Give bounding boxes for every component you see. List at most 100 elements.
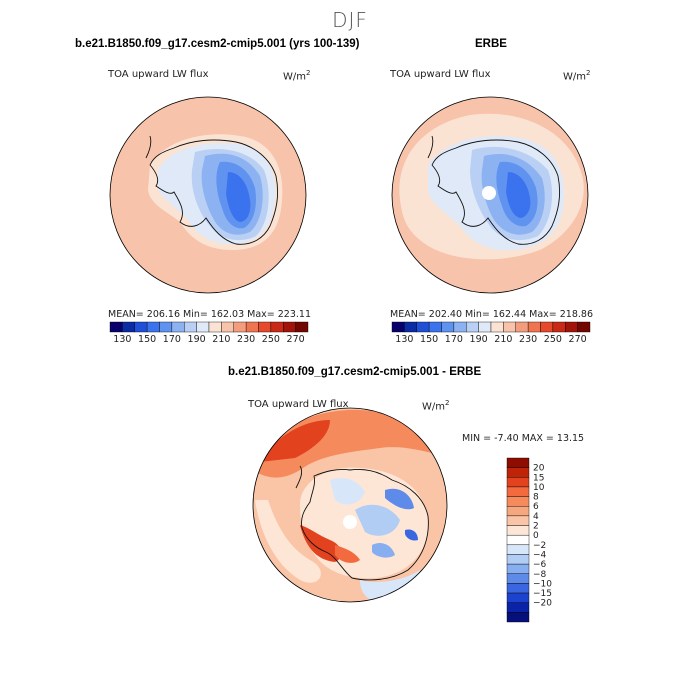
panel-1-title: b.e21.B1850.f09_g17.cesm2-cmip5.001 (yrs… [75, 38, 360, 50]
colorbar-tick-label: 150 [420, 334, 438, 345]
colorbar-swatch [171, 321, 185, 333]
colorbar-swatch [490, 321, 504, 333]
colorbar-swatch [506, 477, 530, 488]
colorbar-swatch [270, 321, 284, 333]
panel-2-stats: MEAN= 202.40 Min= 162.44 Max= 218.86 [390, 309, 594, 320]
colorbar-tick-label: 230 [519, 334, 537, 345]
colorbar-tick-label: 15 [533, 473, 544, 483]
colorbar-swatch [134, 321, 148, 333]
colorbar-tick-label: 170 [163, 334, 181, 345]
colorbar-tick-label: 4 [533, 512, 539, 522]
colorbar-tick-label: 270 [287, 334, 305, 345]
colorbar-tick-label: 150 [138, 334, 156, 345]
panel-1-units: W/m2 [283, 69, 311, 83]
colorbar-tick-label: 210 [494, 334, 512, 345]
colorbar-tick-label: 230 [237, 334, 255, 345]
colorbar-tick-label: 250 [262, 334, 280, 345]
colorbar-tick-label: −20 [533, 599, 552, 609]
colorbar-swatch [506, 496, 530, 507]
colorbar-tick-label: 10 [533, 483, 545, 493]
panel-3-title: b.e21.B1850.f09_g17.cesm2-cmip5.001 - ER… [228, 366, 482, 378]
panel-3-stats: MIN = -7.40 MAX = 13.15 [462, 433, 585, 444]
colorbar-swatch [258, 321, 272, 333]
colorbar-swatch [506, 592, 530, 603]
map-erbe [391, 96, 589, 294]
panel-2-variable: TOA upward LW flux [390, 69, 491, 80]
colorbar-swatch [506, 506, 530, 517]
colorbar-swatch [283, 321, 296, 333]
colorbar-tick-label: 2 [533, 522, 539, 532]
colorbar-tick-label: 250 [544, 334, 562, 345]
colorbar-swatch [245, 321, 259, 333]
colorbar-tick-label: −8 [533, 570, 547, 580]
colorbar-tick-label: 210 [212, 334, 230, 345]
colorbar-swatch [159, 321, 173, 333]
colorbar-swatch [506, 563, 530, 574]
colorbar-swatch [506, 612, 530, 623]
colorbar-tick-label: 130 [395, 334, 413, 345]
colorbar-swatch [552, 321, 566, 333]
colorbar-tick-label: 0 [533, 531, 539, 541]
colorbar-swatch [506, 554, 530, 565]
colorbar-swatch [466, 321, 479, 333]
map-difference [252, 407, 448, 603]
panel-1-variable: TOA upward LW flux [108, 69, 209, 80]
colorbar-tick-label: −10 [533, 579, 552, 589]
colorbar-swatch [506, 525, 530, 536]
colorbar-tick-label: 130 [113, 334, 131, 345]
colorbar-tick-label: −2 [533, 541, 546, 551]
colorbar-tick-label: 20 [533, 464, 545, 474]
colorbar-swatch [506, 583, 530, 594]
colorbar-swatch [109, 321, 123, 333]
colorbar-swatch [428, 321, 442, 333]
colorbar-swatch [506, 544, 530, 555]
colorbar-swatch [184, 321, 197, 333]
colorbar-tick-label: 190 [188, 334, 206, 345]
colorbar-swatch [441, 321, 455, 333]
colorbar-erbe: 130 150 170 190 210 230 250 270 [391, 321, 591, 345]
colorbar-swatch [506, 457, 530, 468]
colorbar-swatch [540, 321, 554, 333]
colorbar-swatch [503, 321, 516, 333]
colorbar-swatch [221, 321, 234, 333]
panel-3-variable: TOA upward LW flux [248, 399, 349, 410]
colorbar-swatch [453, 321, 467, 333]
colorbar-swatch [391, 321, 405, 333]
panel-1-stats: MEAN= 206.16 Min= 162.03 Max= 223.11 [108, 309, 312, 320]
panel-3-units: W/m2 [422, 399, 450, 413]
colorbar-swatch [416, 321, 430, 333]
colorbar-tick-label: 6 [533, 502, 539, 512]
colorbar-swatch [404, 321, 417, 333]
colorbar-swatch [196, 321, 210, 333]
colorbar-swatch [233, 321, 247, 333]
colorbar-swatch [506, 486, 530, 497]
colorbar-tick-label: 190 [470, 334, 488, 345]
colorbar-swatch [515, 321, 529, 333]
colorbar-tick-label: 270 [569, 334, 587, 345]
panel-2-units: W/m2 [563, 69, 591, 83]
colorbar-swatch [506, 515, 530, 526]
panel-2-title: ERBE [475, 38, 507, 50]
colorbar-swatch [506, 467, 530, 478]
colorbar-swatch [506, 573, 530, 584]
colorbar-model: 130 150 170 190 210 230 250 270 [109, 321, 309, 345]
colorbar-swatch [295, 321, 309, 333]
colorbar-swatch [122, 321, 135, 333]
colorbar-swatch [146, 321, 160, 333]
colorbar-swatch [577, 321, 591, 333]
colorbar-swatch [506, 602, 530, 613]
colorbar-swatch [478, 321, 492, 333]
colorbar-swatch [208, 321, 222, 333]
colorbar-swatch [506, 534, 530, 546]
colorbar-tick-label: 8 [533, 493, 539, 503]
colorbar-tick-label: −15 [533, 589, 552, 599]
figure-title: DJF [332, 8, 368, 32]
colorbar-tick-label: 170 [445, 334, 463, 345]
colorbar-swatch [527, 321, 541, 333]
colorbar-tick-label: −6 [533, 560, 547, 570]
map-model [109, 96, 307, 294]
colorbar-swatch [565, 321, 578, 333]
colorbar-tick-label: −4 [533, 550, 547, 560]
